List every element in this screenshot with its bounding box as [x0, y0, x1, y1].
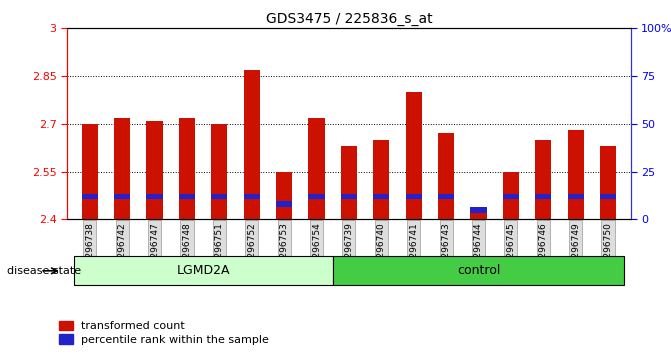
Bar	[179, 118, 195, 219]
Text: disease state: disease state	[7, 266, 81, 276]
Bar	[276, 172, 293, 219]
Bar	[179, 194, 195, 199]
Bar	[568, 194, 584, 199]
Bar	[373, 194, 389, 199]
Text: control: control	[457, 264, 500, 277]
Bar	[600, 194, 616, 199]
Bar	[341, 146, 357, 219]
Bar	[114, 118, 130, 219]
Bar	[82, 124, 98, 219]
Bar	[146, 121, 162, 219]
Bar	[535, 140, 552, 219]
Text: LGMD2A: LGMD2A	[176, 264, 230, 277]
Bar	[276, 201, 293, 207]
Bar	[146, 194, 162, 199]
Bar	[568, 130, 584, 219]
Bar	[211, 194, 227, 199]
Title: GDS3475 / 225836_s_at: GDS3475 / 225836_s_at	[266, 12, 432, 26]
Bar	[470, 210, 486, 219]
Bar	[503, 172, 519, 219]
Bar	[244, 194, 260, 199]
FancyBboxPatch shape	[74, 256, 333, 285]
Bar	[600, 146, 616, 219]
Bar	[438, 194, 454, 199]
Bar	[211, 124, 227, 219]
Bar	[341, 194, 357, 199]
Bar	[82, 194, 98, 199]
Bar	[503, 194, 519, 199]
Bar	[405, 92, 422, 219]
FancyBboxPatch shape	[333, 256, 624, 285]
Bar	[470, 207, 486, 213]
Bar	[373, 140, 389, 219]
Bar	[244, 70, 260, 219]
Bar	[405, 194, 422, 199]
Bar	[114, 194, 130, 199]
Bar	[438, 133, 454, 219]
Bar	[535, 194, 552, 199]
Bar	[309, 194, 325, 199]
Bar	[309, 118, 325, 219]
Legend: transformed count, percentile rank within the sample: transformed count, percentile rank withi…	[59, 321, 269, 345]
